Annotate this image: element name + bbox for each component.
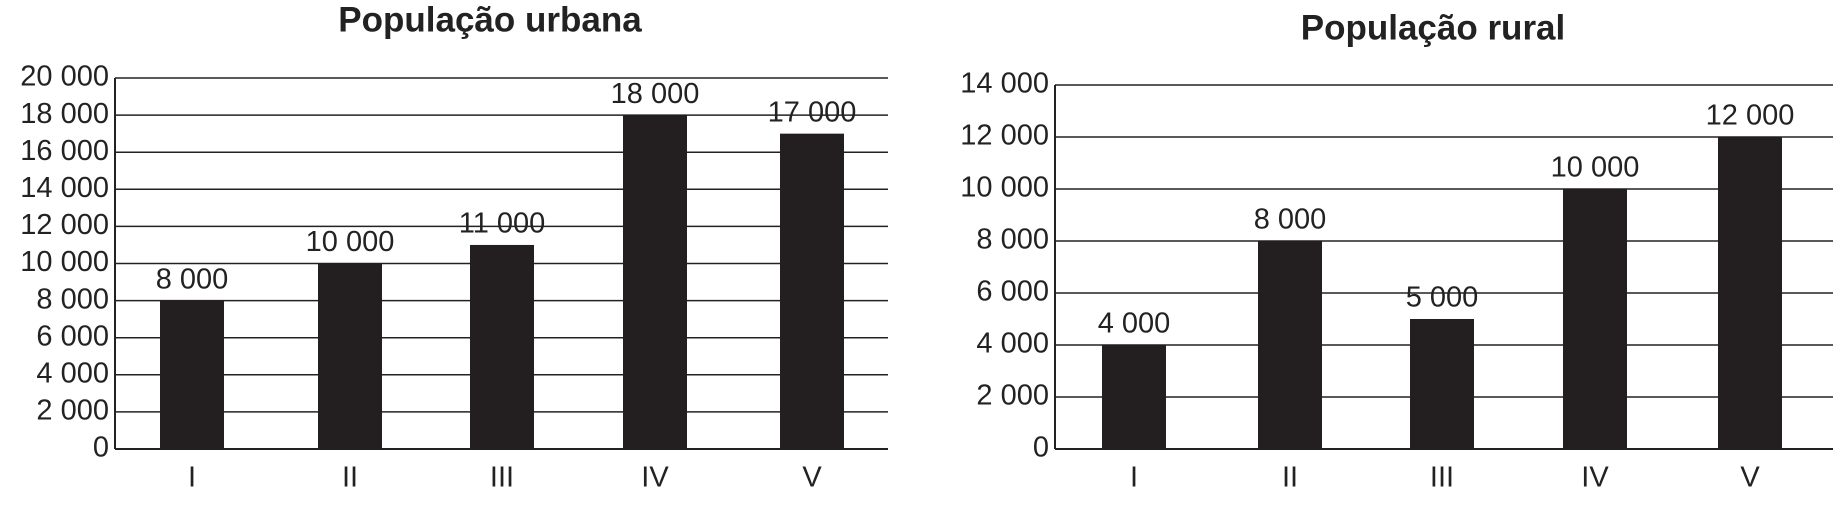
bar <box>318 263 382 449</box>
y-tick-label: 0 <box>93 432 109 464</box>
x-tick-label: III <box>1430 462 1454 494</box>
value-label: 5 000 <box>1406 282 1479 314</box>
y-tick-label: 4 000 <box>976 328 1049 360</box>
chart-title: População urbana <box>338 0 642 39</box>
x-tick-label: III <box>490 462 514 494</box>
value-label: 10 000 <box>306 226 395 258</box>
y-tick-label: 12 000 <box>960 120 1049 152</box>
y-tick-label: 10 000 <box>20 246 109 278</box>
value-label: 12 000 <box>1706 100 1795 132</box>
bar <box>1718 137 1782 449</box>
y-tick-label: 0 <box>1033 432 1049 464</box>
bar <box>470 244 534 449</box>
value-label: 11 000 <box>459 208 546 240</box>
y-tick-label: 18 000 <box>20 98 109 130</box>
y-tick-label: 2 000 <box>36 395 109 427</box>
value-label: 17 000 <box>768 96 857 128</box>
bar <box>623 115 687 449</box>
bar <box>780 133 844 449</box>
x-tick-label: V <box>802 462 822 494</box>
value-label: 4 000 <box>1098 308 1171 340</box>
y-tick-label: 14 000 <box>20 172 109 204</box>
y-tick-label: 8 000 <box>36 283 109 315</box>
chart-title: População rural <box>1301 8 1566 47</box>
y-tick-label: 20 000 <box>20 61 109 93</box>
x-tick-label: II <box>342 462 358 494</box>
y-tick-label: 6 000 <box>976 276 1049 308</box>
y-tick-label: 6 000 <box>36 320 109 352</box>
bar <box>1102 345 1166 449</box>
bar <box>160 300 224 449</box>
x-tick-label: I <box>1130 462 1138 494</box>
x-tick-label: I <box>188 462 196 494</box>
y-tick-label: 12 000 <box>20 209 109 241</box>
bar <box>1563 189 1627 449</box>
y-tick-label: 10 000 <box>960 172 1049 204</box>
value-label: 8 000 <box>1254 204 1327 236</box>
y-tick-label: 4 000 <box>36 357 109 389</box>
y-tick-label: 2 000 <box>976 380 1049 412</box>
value-label: 10 000 <box>1551 152 1640 184</box>
value-label: 8 000 <box>156 263 229 295</box>
value-label: 18 000 <box>611 78 700 110</box>
x-tick-label: V <box>1740 462 1760 494</box>
y-tick-label: 16 000 <box>20 135 109 167</box>
x-tick-label: IV <box>641 462 669 494</box>
bar <box>1410 319 1474 449</box>
bar <box>1258 241 1322 449</box>
x-tick-label: IV <box>1581 462 1609 494</box>
y-tick-label: 14 000 <box>960 68 1049 100</box>
y-tick-label: 8 000 <box>976 224 1049 256</box>
x-tick-label: II <box>1282 462 1298 494</box>
